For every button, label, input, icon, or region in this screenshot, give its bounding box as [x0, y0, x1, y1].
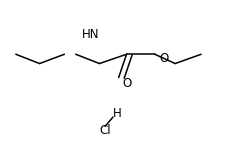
Text: H: H [113, 107, 121, 120]
Text: Cl: Cl [99, 124, 110, 137]
Text: O: O [122, 77, 130, 90]
Text: O: O [159, 52, 168, 65]
Text: HN: HN [81, 28, 99, 41]
